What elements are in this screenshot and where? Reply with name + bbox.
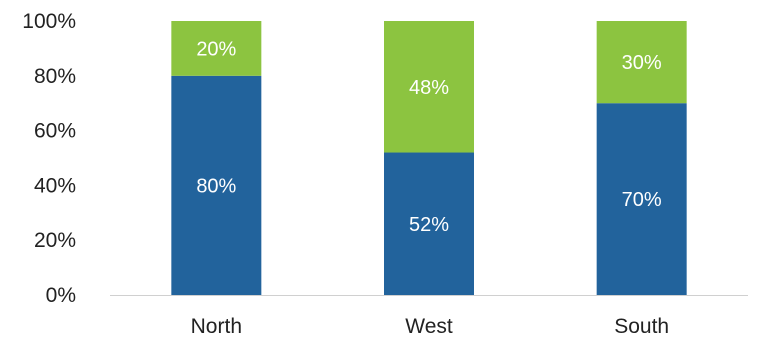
data-label-north-1: 20% bbox=[196, 38, 236, 60]
x-category-label: South bbox=[614, 315, 669, 338]
y-tick-label: 60% bbox=[34, 120, 76, 143]
y-tick-label: 80% bbox=[34, 65, 76, 88]
bar-segment-north-0 bbox=[171, 75, 262, 295]
data-labels-group: 80% 20% 52% 48% 70% 30% bbox=[196, 38, 662, 235]
y-tick-label: 0% bbox=[46, 284, 76, 307]
y-tick-label: 20% bbox=[34, 229, 76, 252]
data-label-south-0: 70% bbox=[622, 189, 662, 211]
data-label-south-1: 30% bbox=[622, 52, 662, 74]
x-axis: North West South bbox=[191, 315, 669, 338]
bar-segment-north-1 bbox=[171, 21, 262, 76]
x-category-label: West bbox=[405, 315, 453, 338]
y-tick-label: 40% bbox=[34, 174, 76, 197]
bar-segment-south-0 bbox=[596, 103, 687, 295]
data-label-west-1: 48% bbox=[409, 77, 449, 99]
x-category-label: North bbox=[191, 315, 242, 338]
bar-segment-west-0 bbox=[384, 152, 474, 295]
bar-segment-west-1 bbox=[384, 21, 474, 153]
data-label-north-0: 80% bbox=[196, 175, 236, 197]
data-label-west-0: 52% bbox=[409, 214, 449, 236]
bar-segment-south-1 bbox=[596, 21, 687, 104]
y-tick-label: 100% bbox=[22, 10, 76, 33]
y-axis: 0% 20% 40% 60% 80% 100% bbox=[22, 10, 76, 307]
bars-group bbox=[171, 21, 687, 295]
